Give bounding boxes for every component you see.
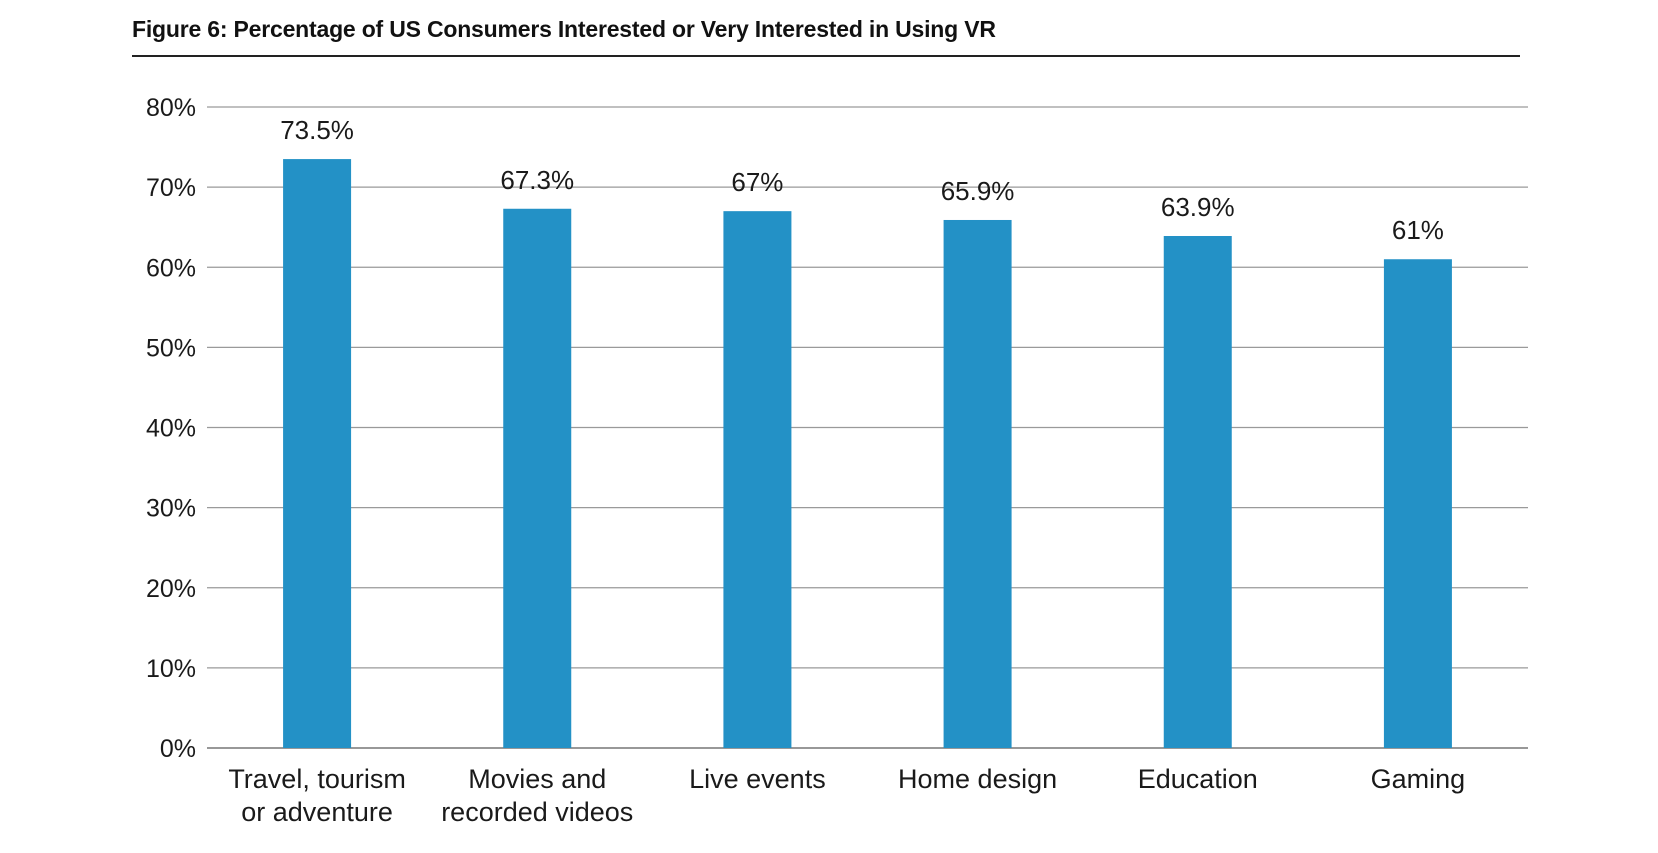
y-tick-label: 70% <box>146 174 196 202</box>
x-tick-label-line: or adventure <box>241 797 393 827</box>
y-tick-label: 20% <box>146 575 196 603</box>
data-label: 65.9% <box>941 176 1015 206</box>
bars <box>283 159 1452 749</box>
data-label: 73.5% <box>280 115 354 145</box>
figure-title: Figure 6: Percentage of US Consumers Int… <box>132 16 996 42</box>
x-tick-label-line: Travel, tourism <box>228 764 406 794</box>
bar <box>503 208 572 749</box>
y-tick-label: 40% <box>146 415 196 443</box>
x-tick-label-line: Gaming <box>1371 764 1466 794</box>
y-tick-label: 80% <box>146 94 196 122</box>
y-tick-label: 0% <box>160 735 196 763</box>
y-tick-label: 60% <box>146 254 196 282</box>
data-label: 63.9% <box>1161 192 1235 222</box>
data-labels: 73.5% 67.3% 67% 65.9% 63.9% 61% <box>280 115 1444 245</box>
x-tick-label-line: Home design <box>898 764 1057 794</box>
y-tick-label: 30% <box>146 495 196 523</box>
x-tick-label: Live events <box>689 764 826 794</box>
x-tick-label-line: Movies and <box>468 764 606 794</box>
y-axis-tick-labels: 0% 10% 20% 30% 40% 50% 60% 70% 80% <box>146 94 196 763</box>
x-axis-tick-labels: Travel, tourism or adventure Movies and rec… <box>228 764 1465 827</box>
gridlines <box>207 106 1528 749</box>
data-label: 67.3% <box>500 165 574 195</box>
x-tick-label-line: Live events <box>689 764 826 794</box>
y-tick-label: 10% <box>146 655 196 683</box>
title-divider <box>132 55 1520 57</box>
x-tick-label: Travel, tourism or adventure <box>228 764 406 827</box>
x-tick-label: Movies and recorded videos <box>441 764 633 827</box>
x-tick-label: Home design <box>898 764 1057 794</box>
data-label: 61% <box>1392 215 1444 245</box>
bar <box>1383 259 1452 748</box>
x-tick-label-line: Education <box>1138 764 1258 794</box>
bar <box>723 211 792 749</box>
bar <box>943 219 1012 748</box>
bar <box>283 159 352 749</box>
bar <box>1163 236 1232 748</box>
x-tick-label-line: recorded videos <box>441 797 633 827</box>
x-tick-label: Education <box>1138 764 1258 794</box>
y-tick-label: 50% <box>146 334 196 362</box>
x-tick-label: Gaming <box>1371 764 1466 794</box>
data-label: 67% <box>731 167 783 197</box>
